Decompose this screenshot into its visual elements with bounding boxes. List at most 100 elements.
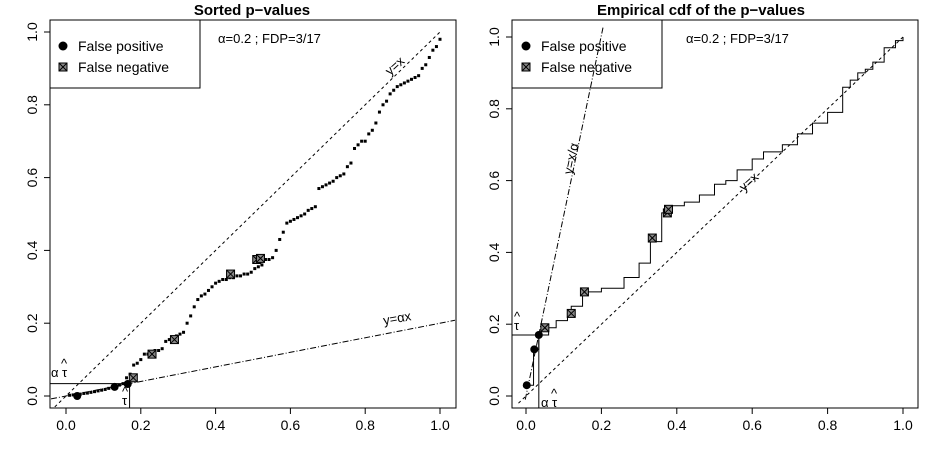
sorted-pvalue-point xyxy=(89,390,93,394)
false-negative-cross xyxy=(256,254,265,263)
sorted-pvalue-point xyxy=(206,288,210,292)
y-tick-label: 0.6 xyxy=(24,168,40,188)
sorted-pvalue-point xyxy=(271,256,275,260)
sorted-pvalue-point xyxy=(306,208,310,212)
x-tick-label: 0.8 xyxy=(355,417,375,433)
sorted-pvalue-point xyxy=(199,294,203,298)
left-info-text: α=0.2 ; FDP=3/17 xyxy=(218,31,321,46)
right-alphatau-hat: ^ xyxy=(551,386,558,401)
x-tick-label: 0.2 xyxy=(131,417,151,433)
y-tick-label: 0.2 xyxy=(486,314,502,334)
left-legend-fn-label: False negative xyxy=(78,59,169,75)
sorted-pvalue-point xyxy=(424,63,428,67)
y-tick-label: 1.0 xyxy=(486,27,502,47)
x-tick-label: 0.4 xyxy=(206,417,226,433)
right-reference-lines xyxy=(512,26,904,408)
right-identity-label: y=x xyxy=(736,169,762,194)
sorted-pvalue-point xyxy=(278,237,282,241)
sorted-pvalue-point xyxy=(328,181,332,185)
sorted-pvalue-point xyxy=(395,85,399,89)
sorted-pvalue-point xyxy=(242,272,246,276)
sorted-pvalue-point xyxy=(192,305,196,309)
sorted-pvalue-point xyxy=(157,349,161,352)
sorted-pvalue-point xyxy=(320,185,324,189)
false-positive-point xyxy=(522,381,531,390)
sorted-pvalues-panel: Sorted p−values 0.0 0.2 0.4 0.6 0.8 1.0 0.00.… xyxy=(24,2,457,433)
sorted-pvalue-point xyxy=(71,393,75,397)
sorted-pvalue-point xyxy=(288,219,292,223)
false-positive-point xyxy=(530,345,539,354)
left-tau-label: τ xyxy=(122,393,128,408)
sorted-pvalue-point xyxy=(263,258,267,261)
sorted-pvalue-point xyxy=(363,139,367,143)
sorted-pvalue-point xyxy=(338,174,342,178)
sorted-pvalue-point xyxy=(427,55,431,59)
sorted-pvalue-point xyxy=(399,83,403,87)
y-tick-label: 0.4 xyxy=(486,242,502,262)
sorted-pvalue-point xyxy=(303,212,307,216)
sorted-pvalue-point xyxy=(413,76,417,79)
sorted-pvalue-point xyxy=(310,207,314,211)
sorted-pvalue-point xyxy=(189,314,193,318)
right-title: Empirical cdf of the p−values xyxy=(597,2,805,19)
sorted-pvalue-point xyxy=(203,292,207,296)
right-legend-fp-label: False positive xyxy=(541,38,627,54)
sorted-pvalue-point xyxy=(185,321,189,325)
right-legend-fp-marker xyxy=(521,41,531,51)
false-negative-cross xyxy=(664,204,673,214)
sorted-pvalue-point xyxy=(96,389,100,393)
right-alphatau-tau: τ xyxy=(552,395,558,410)
right-tau-label: τ xyxy=(514,318,520,333)
x-tick-label: 0.4 xyxy=(667,417,687,433)
right-x-axis: 0.0 0.2 0.4 0.6 0.8 1.0 xyxy=(516,407,913,433)
sorted-pvalue-point xyxy=(402,81,406,85)
left-title: Sorted p−values xyxy=(194,2,310,19)
left-alpha-label: y=αx xyxy=(382,308,413,328)
sorted-pvalue-point xyxy=(267,258,271,261)
x-tick-label: 1.0 xyxy=(893,417,913,433)
sorted-pvalue-point xyxy=(85,391,89,395)
sorted-pvalue-point xyxy=(434,45,438,49)
false-negative-cross xyxy=(128,373,138,383)
false-positive-point xyxy=(534,330,543,339)
left-legend-fp-marker xyxy=(58,41,68,51)
left-alphatau-hat: ^ xyxy=(61,356,68,371)
sorted-pvalue-point xyxy=(100,388,104,392)
sorted-pvalue-point xyxy=(317,187,321,191)
sorted-pvalue-point xyxy=(260,263,264,267)
sorted-pvalue-point xyxy=(103,387,107,391)
x-tick-label: 0.8 xyxy=(818,417,838,433)
sorted-pvalue-point xyxy=(313,205,317,209)
y-tick-label: 0.6 xyxy=(486,171,502,191)
left-legend-fp-label: False positive xyxy=(78,38,164,54)
right-legend-box xyxy=(511,19,663,89)
sorted-pvalue-point xyxy=(292,217,296,221)
sorted-pvalue-point xyxy=(235,274,239,278)
y-tick-label: 0.0 xyxy=(24,386,40,406)
sorted-pvalue-point xyxy=(178,332,182,336)
sorted-pvalue-point xyxy=(420,66,424,70)
sorted-pvalue-point xyxy=(164,339,168,343)
alpha-line xyxy=(524,26,604,400)
sorted-pvalue-point xyxy=(281,230,285,234)
sorted-pvalue-point xyxy=(135,361,139,365)
x-tick-label: 0.0 xyxy=(516,417,536,433)
sorted-pvalue-point xyxy=(410,77,414,81)
left-sorted-points xyxy=(68,37,442,397)
sorted-pvalue-point xyxy=(360,139,364,143)
sorted-pvalue-point xyxy=(217,279,221,283)
sorted-pvalue-point xyxy=(385,99,389,103)
sorted-pvalue-point xyxy=(342,172,346,176)
x-tick-label: 0.6 xyxy=(281,417,301,433)
right-info-text: α=0.2 ; FDP=3/17 xyxy=(686,31,789,46)
left-x-axis: 0.0 0.2 0.4 0.6 0.8 1.0 xyxy=(56,407,450,433)
sorted-pvalue-point xyxy=(167,338,171,342)
identity-line xyxy=(518,36,904,404)
right-highlight-points xyxy=(522,204,674,390)
y-tick-label: 0.4 xyxy=(24,240,40,260)
sorted-pvalue-point xyxy=(196,298,200,302)
sorted-pvalue-point xyxy=(117,383,121,387)
sorted-pvalue-point xyxy=(349,161,353,165)
y-tick-label: 0.8 xyxy=(24,95,40,115)
sorted-pvalue-point xyxy=(125,376,129,380)
